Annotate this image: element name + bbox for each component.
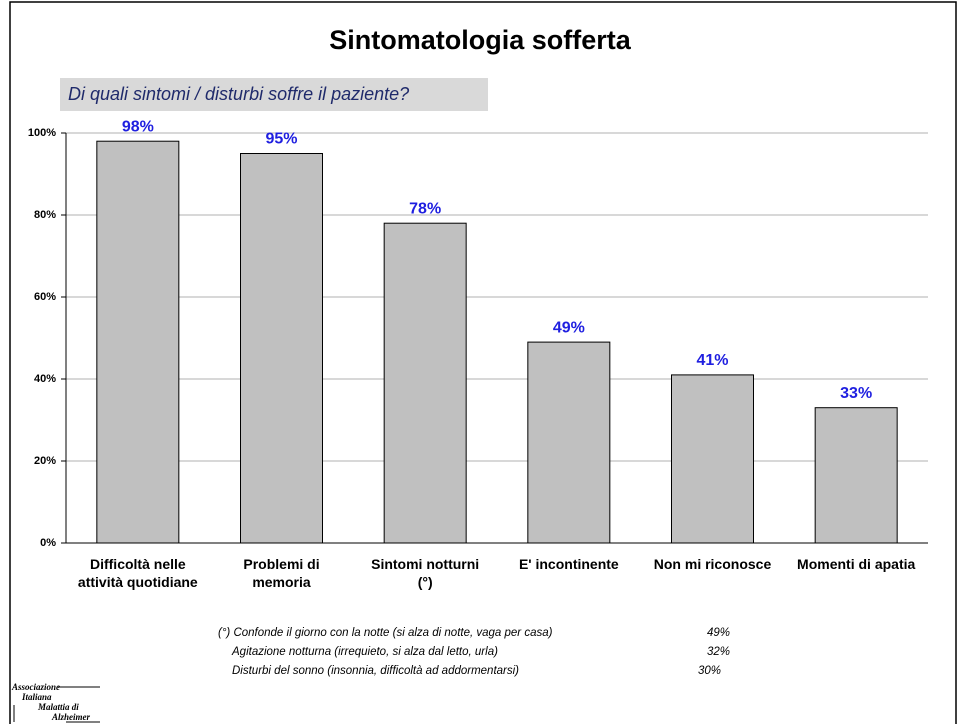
logo-text: Italiana xyxy=(21,692,52,702)
x-tick-line: Difficoltà nelle xyxy=(90,556,186,572)
y-tick-label: 60% xyxy=(34,291,56,303)
y-tick-label: 80% xyxy=(34,209,56,221)
data-label: 49% xyxy=(553,319,585,336)
bar xyxy=(383,222,467,544)
note-value: 32% xyxy=(707,646,730,658)
logo-text: Associazione xyxy=(11,682,60,692)
x-tick-label: E' incontinente xyxy=(519,556,619,572)
note-text: Disturbi del sonno (insonnia, difficoltà… xyxy=(232,665,519,677)
y-tick-label: 0% xyxy=(40,537,56,549)
y-tick-label: 40% xyxy=(34,373,56,385)
note-text: Agitazione notturna (irrequieto, si alza… xyxy=(231,646,498,658)
logo-text: Malattia di xyxy=(37,702,79,712)
chart-title: Sintomatologia sofferta xyxy=(329,25,632,55)
note-text: (°) Confonde il giorno con la notte (si … xyxy=(218,627,553,639)
note-value: 30% xyxy=(698,665,721,677)
bar xyxy=(96,140,180,544)
data-label: 98% xyxy=(122,118,154,135)
bar xyxy=(240,153,323,544)
x-tick-line: memoria xyxy=(252,574,311,590)
x-tick-line: Sintomi notturni xyxy=(371,556,479,572)
x-tick-label: Momenti di apatia xyxy=(797,556,915,572)
data-label: 78% xyxy=(409,200,441,217)
x-tick-line: attività quotidiane xyxy=(78,574,198,590)
x-tick-label: Problemi di memoria xyxy=(243,556,319,590)
logo: Associazione Italiana Malattia di Alzhei… xyxy=(11,682,100,723)
x-tick-line: (°) xyxy=(418,574,433,590)
bar xyxy=(814,407,898,544)
x-tick-label: Difficoltà nelle attività quotidiane xyxy=(78,556,198,590)
bar xyxy=(671,374,754,544)
note-value: 49% xyxy=(707,627,730,639)
data-label: 33% xyxy=(840,385,872,402)
x-tick-line: Non mi riconosce xyxy=(654,556,772,572)
frame xyxy=(9,1,957,724)
y-tick-label: 100% xyxy=(28,127,56,139)
data-label: 41% xyxy=(696,352,728,369)
data-label: 95% xyxy=(265,131,297,148)
subtitle: Di quali sintomi / disturbi soffre il pa… xyxy=(68,84,409,104)
x-tick-line: E' incontinente xyxy=(519,556,619,572)
logo-text: Alzheimer xyxy=(51,712,91,722)
x-tick-line: Momenti di apatia xyxy=(797,556,915,572)
x-tick-line: Problemi di xyxy=(243,556,319,572)
subtitle-box xyxy=(60,78,488,111)
y-tick-label: 20% xyxy=(34,455,56,467)
x-tick-label: Sintomi notturni (°) xyxy=(371,556,479,590)
bar xyxy=(527,341,611,544)
x-tick-label: Non mi riconosce xyxy=(654,556,772,572)
